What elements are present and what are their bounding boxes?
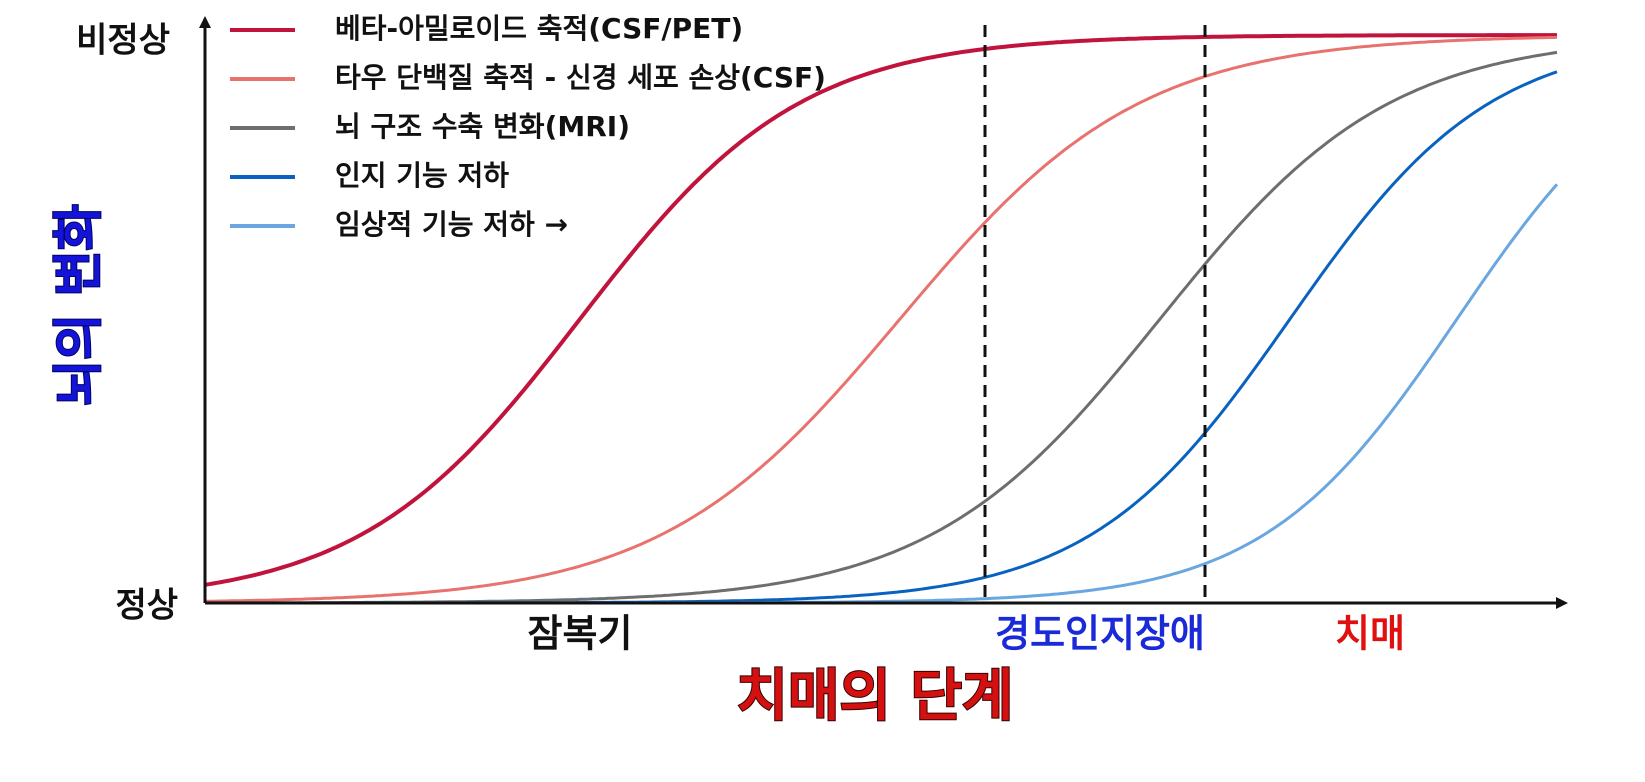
stage-label: 잠복기 bbox=[528, 612, 633, 656]
x-axis-title: 치매의 단계 bbox=[736, 664, 1013, 729]
legend: 베타-아밀로이드 축적(CSF/PET) 타우 단백질 축적 - 신경 세포 손상… bbox=[230, 12, 826, 241]
legend-label: 베타-아밀로이드 축적(CSF/PET) bbox=[335, 12, 743, 45]
stage-label: 치매 bbox=[1335, 612, 1405, 656]
y-top-label: 비정상 bbox=[76, 21, 170, 61]
y-axis-title: 뇌의 변화 bbox=[50, 204, 108, 405]
curve bbox=[205, 70, 1558, 605]
stages: 잠복기 경도인지장애 치매 bbox=[528, 612, 1405, 656]
curve bbox=[205, 183, 1559, 605]
curve bbox=[204, 35, 1558, 603]
legend-label: 뇌 구조 수축 변화(MRI) bbox=[335, 110, 630, 143]
legend-label: 임상적 기능 저하 → bbox=[335, 208, 568, 241]
legend-label: 타우 단백질 축적 - 신경 세포 손상(CSF) bbox=[335, 61, 826, 94]
stage-label: 경도인지장애 bbox=[995, 612, 1205, 656]
y-bottom-label: 정상 bbox=[115, 586, 178, 626]
legend-label: 인지 기능 저하 bbox=[335, 159, 509, 192]
curve bbox=[204, 33, 1557, 587]
